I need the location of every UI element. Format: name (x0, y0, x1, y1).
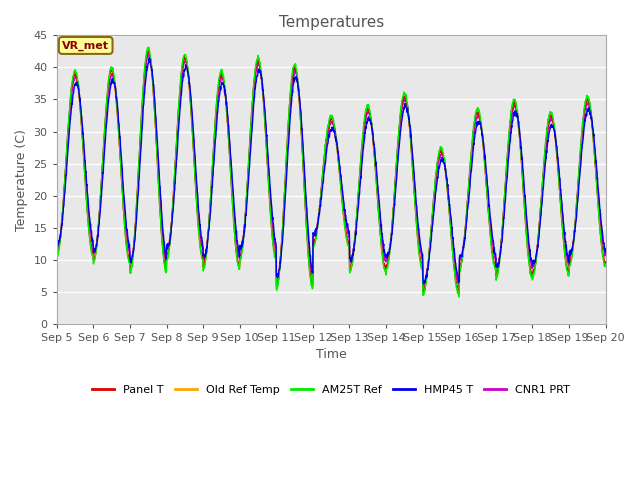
HMP45 T (420, 281, 428, 287)
Old Ref Temp (206, 205, 214, 211)
Panel T (348, 262, 355, 268)
Line: Panel T: Panel T (57, 50, 605, 293)
HMP45 T (554, 156, 561, 161)
Panel T (569, 242, 577, 248)
CNR1 PRT (53, 241, 61, 247)
Old Ref Temp (554, 163, 561, 169)
Old Ref Temp (602, 263, 609, 268)
Line: Old Ref Temp: Old Ref Temp (57, 50, 605, 295)
AM25T Ref (53, 254, 61, 260)
Y-axis label: Temperature (C): Temperature (C) (15, 129, 28, 230)
AM25T Ref (492, 265, 499, 271)
Text: VR_met: VR_met (62, 40, 109, 50)
Legend: Panel T, Old Ref Temp, AM25T Ref, HMP45 T, CNR1 PRT: Panel T, Old Ref Temp, AM25T Ref, HMP45 … (88, 380, 575, 399)
Panel T (554, 160, 561, 166)
AM25T Ref (455, 294, 463, 300)
Panel T (53, 250, 61, 256)
CNR1 PRT (348, 258, 355, 264)
Old Ref Temp (492, 264, 499, 270)
Panel T (602, 260, 609, 265)
HMP45 T (492, 251, 499, 256)
HMP45 T (602, 250, 609, 256)
HMP45 T (569, 243, 577, 249)
CNR1 PRT (359, 138, 367, 144)
CNR1 PRT (602, 252, 609, 257)
Old Ref Temp (419, 292, 427, 298)
CNR1 PRT (206, 207, 214, 213)
CNR1 PRT (569, 240, 577, 246)
HMP45 T (206, 215, 214, 220)
Old Ref Temp (569, 245, 577, 251)
CNR1 PRT (554, 155, 561, 161)
Old Ref Temp (145, 48, 152, 53)
CNR1 PRT (145, 51, 152, 57)
Old Ref Temp (348, 264, 355, 270)
Panel T (455, 290, 463, 296)
Old Ref Temp (53, 253, 61, 259)
Line: CNR1 PRT: CNR1 PRT (57, 54, 605, 286)
Line: HMP45 T: HMP45 T (57, 58, 605, 284)
X-axis label: Time: Time (316, 348, 347, 361)
AM25T Ref (602, 263, 609, 269)
AM25T Ref (359, 129, 367, 135)
Old Ref Temp (359, 131, 367, 137)
AM25T Ref (348, 267, 355, 273)
AM25T Ref (145, 44, 152, 50)
Title: Temperatures: Temperatures (278, 15, 384, 30)
HMP45 T (359, 147, 367, 153)
CNR1 PRT (455, 283, 463, 289)
AM25T Ref (554, 160, 561, 166)
Panel T (492, 264, 499, 269)
HMP45 T (53, 239, 61, 244)
AM25T Ref (569, 243, 577, 249)
HMP45 T (145, 55, 153, 61)
AM25T Ref (206, 203, 214, 208)
Panel T (206, 202, 214, 207)
Line: AM25T Ref: AM25T Ref (57, 47, 605, 297)
Panel T (145, 47, 152, 53)
CNR1 PRT (492, 255, 499, 261)
HMP45 T (348, 255, 355, 261)
Panel T (359, 131, 367, 136)
